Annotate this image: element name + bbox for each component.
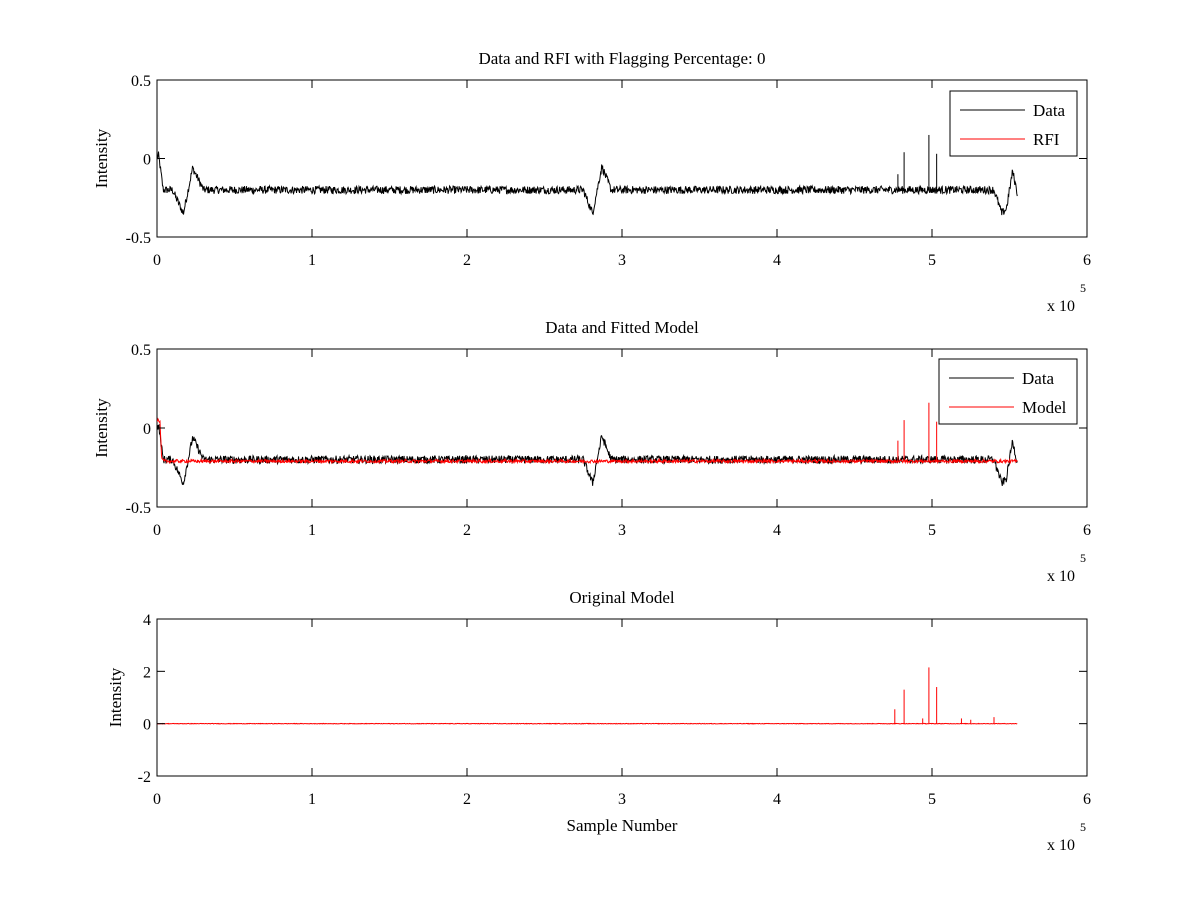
x-tick-label: 2 xyxy=(463,791,471,808)
x-tick-label: 0 xyxy=(153,522,161,539)
plot-area xyxy=(157,402,1018,486)
y-axis-label: Intensity xyxy=(92,128,111,188)
x-tick-label: 6 xyxy=(1083,252,1091,269)
series-line-data xyxy=(157,424,1018,486)
x-tick-label: 1 xyxy=(308,252,316,269)
plot-area xyxy=(157,667,1018,725)
x-tick-label: 6 xyxy=(1083,791,1091,808)
x-tick-label: 5 xyxy=(928,252,936,269)
series-line-model xyxy=(157,722,1018,725)
x-tick-label: 1 xyxy=(308,791,316,808)
x-tick-label: 5 xyxy=(928,522,936,539)
y-tick-label: 0 xyxy=(143,152,151,169)
x-tick-label: 2 xyxy=(463,522,471,539)
x-tick-label: 3 xyxy=(618,252,626,269)
x-exponent-base: x 10 xyxy=(1047,298,1075,315)
y-tick-label: -0.5 xyxy=(126,230,151,247)
legend-label-rfi: RFI xyxy=(1033,130,1060,149)
chart-title: Data and RFI with Flagging Percentage: 0 xyxy=(478,49,765,68)
x-tick-label: 0 xyxy=(153,252,161,269)
x-axis-label: Sample Number xyxy=(567,816,678,835)
series-line-data xyxy=(157,151,1018,216)
x-exponent-power: 5 xyxy=(1080,281,1086,295)
x-tick-label: 4 xyxy=(773,791,781,808)
y-tick-label: -2 xyxy=(138,769,151,786)
y-axis-label: Intensity xyxy=(106,667,125,727)
chart-title: Data and Fitted Model xyxy=(545,318,699,337)
x-tick-label: 3 xyxy=(618,791,626,808)
x-tick-label: 6 xyxy=(1083,522,1091,539)
x-exponent-power: 5 xyxy=(1080,820,1086,834)
y-tick-label: 2 xyxy=(143,664,151,681)
plot-area xyxy=(157,134,1018,216)
legend-label-model: Model xyxy=(1022,398,1067,417)
legend-label-data: Data xyxy=(1022,369,1055,388)
x-exponent-power: 5 xyxy=(1080,551,1086,565)
x-tick-label: 2 xyxy=(463,252,471,269)
y-tick-label: 0 xyxy=(143,421,151,438)
y-tick-label: 0.5 xyxy=(131,342,151,359)
legend: Data Model xyxy=(938,358,1078,425)
y-tick-label: 0.5 xyxy=(131,73,151,90)
x-tick-label: 4 xyxy=(773,252,781,269)
axes-frame xyxy=(156,79,1088,238)
chart-title: Original Model xyxy=(569,588,675,607)
x-tick-label: 3 xyxy=(618,522,626,539)
y-tick-label: -0.5 xyxy=(126,500,151,517)
x-exponent-base: x 10 xyxy=(1047,568,1075,585)
y-tick-label: 4 xyxy=(143,612,151,629)
legend-label-data: Data xyxy=(1033,101,1066,120)
x-tick-label: 5 xyxy=(928,791,936,808)
y-axis-label: Intensity xyxy=(92,398,111,458)
series-line-model xyxy=(157,417,1018,465)
x-exponent-base: x 10 xyxy=(1047,837,1075,854)
x-tick-label: 1 xyxy=(308,522,316,539)
x-tick-label: 4 xyxy=(773,522,781,539)
legend-box xyxy=(938,358,1078,425)
legend-box xyxy=(949,90,1078,157)
axes-frame xyxy=(156,618,1088,777)
y-tick-label: 0 xyxy=(143,717,151,734)
legend: Data RFI xyxy=(949,90,1078,157)
x-tick-label: 0 xyxy=(153,791,161,808)
